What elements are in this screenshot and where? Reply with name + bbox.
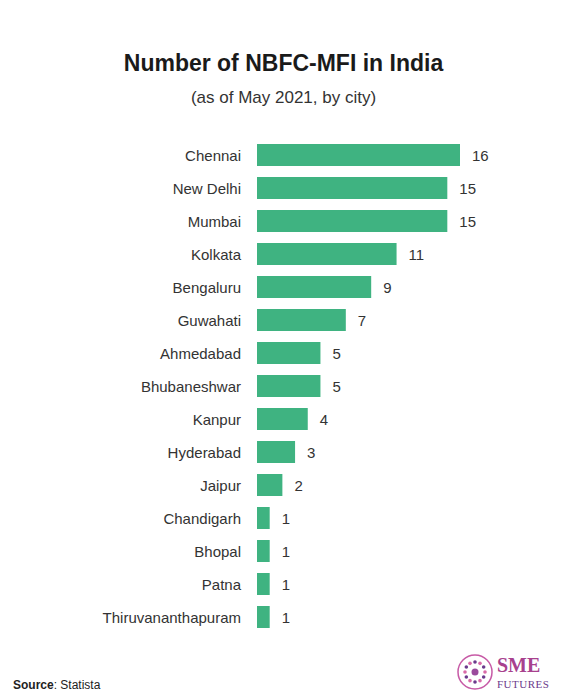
bar — [257, 177, 447, 199]
data-label: 9 — [383, 279, 391, 296]
data-label: 1 — [282, 609, 290, 626]
category-label: New Delhi — [173, 180, 241, 197]
category-label: Guwahati — [178, 312, 241, 329]
data-label: 2 — [294, 477, 302, 494]
bar — [257, 474, 282, 496]
bars — [257, 144, 460, 628]
data-label: 11 — [409, 246, 425, 263]
logo-dot — [465, 665, 469, 669]
data-label: 16 — [472, 147, 489, 164]
category-label: Bhubaneshwar — [141, 378, 241, 395]
bar — [257, 243, 397, 265]
category-label: Mumbai — [188, 213, 241, 230]
category-label: Thiruvananthapuram — [103, 609, 241, 626]
bar — [257, 276, 371, 298]
category-label: Ahmedabad — [160, 345, 241, 362]
data-label: 1 — [282, 576, 290, 593]
title: Number of NBFC-MFI in India — [124, 50, 444, 76]
logo-dot — [463, 670, 467, 674]
category-label: Jaipur — [200, 477, 241, 494]
bar — [257, 441, 295, 463]
data-label: 5 — [332, 345, 340, 362]
bar — [257, 408, 308, 430]
subtitle: (as of May 2021, by city) — [191, 88, 376, 107]
bar — [257, 210, 447, 232]
bar — [257, 309, 346, 331]
bar — [257, 342, 320, 364]
source: Source: Statista — [13, 678, 101, 692]
category-label: Hyderabad — [168, 444, 241, 461]
data-label: 4 — [320, 411, 328, 428]
background — [0, 0, 567, 700]
logo-dot — [465, 675, 469, 679]
bar — [257, 606, 270, 628]
logo-ring — [458, 655, 492, 689]
bar — [257, 375, 320, 397]
data-label: 15 — [459, 180, 476, 197]
logo-text: FUTURES — [497, 678, 549, 690]
logo-text: SME — [497, 654, 540, 676]
logo-dot — [482, 675, 486, 679]
category-label: Patna — [202, 576, 242, 593]
data-label: 1 — [282, 510, 290, 527]
category-label: Kolkata — [191, 246, 242, 263]
data-label: 15 — [459, 213, 476, 230]
data-label: 3 — [307, 444, 315, 461]
logo-dot — [468, 679, 472, 683]
data-label: 7 — [358, 312, 366, 329]
logo-dot — [483, 670, 487, 674]
category-label: Chennai — [185, 147, 241, 164]
category-label: Bengaluru — [173, 279, 241, 296]
logo-dot — [468, 662, 472, 666]
category-label: Bhopal — [194, 543, 241, 560]
data-label: 1 — [282, 543, 290, 560]
bar — [257, 573, 270, 595]
logo-dot — [478, 679, 482, 683]
source-text: : Statista — [54, 678, 101, 692]
chart: Number of NBFC-MFI in India (as of May 20… — [0, 0, 567, 700]
logo-dot — [482, 665, 486, 669]
bar — [257, 144, 460, 166]
bar — [257, 507, 270, 529]
logo-dot — [472, 669, 479, 676]
data-label: 5 — [332, 378, 340, 395]
logo-dot — [478, 662, 482, 666]
category-label: Kanpur — [193, 411, 241, 428]
category-label: Chandigarh — [163, 510, 241, 527]
logo-dot — [473, 680, 477, 684]
source-label: Source — [13, 678, 54, 692]
logo: SME FUTURES — [458, 654, 549, 690]
bar — [257, 540, 270, 562]
labels: Chennai16New Delhi15Mumbai15Kolkata11Ben… — [103, 147, 489, 626]
logo-dot — [473, 660, 477, 664]
